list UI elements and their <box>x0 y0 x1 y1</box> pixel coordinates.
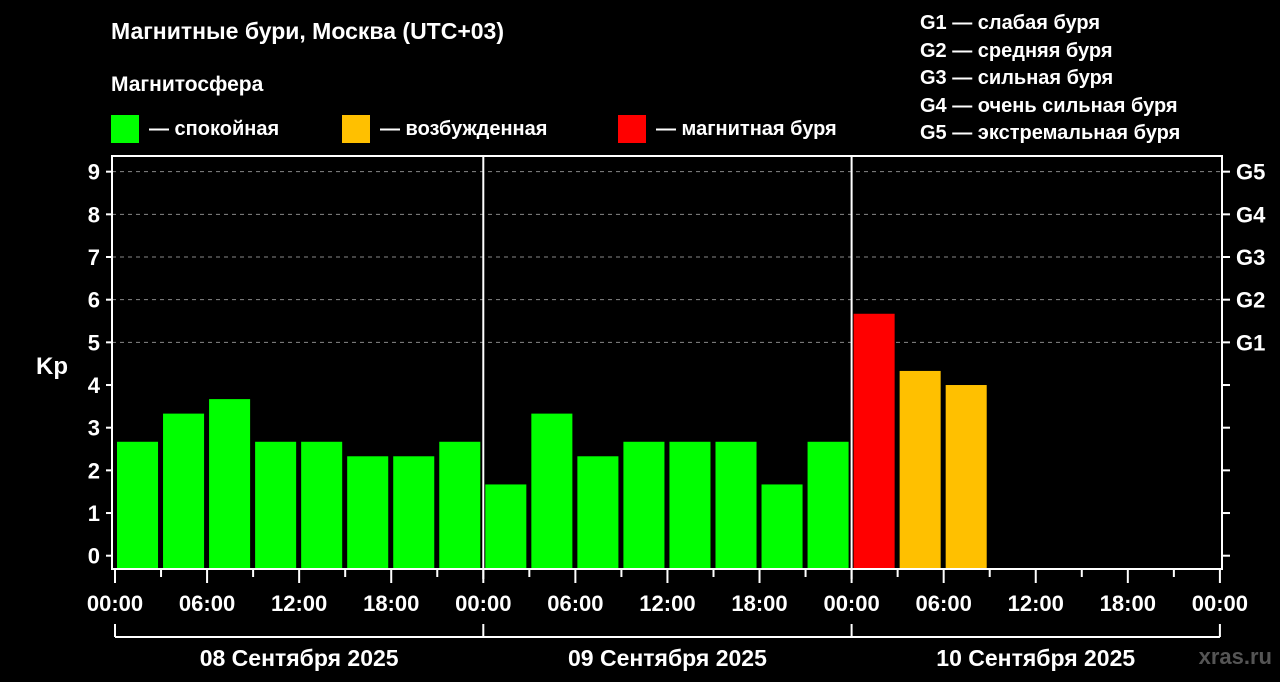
kp-bar <box>439 441 481 569</box>
x-tick-label: 12:00 <box>639 591 695 616</box>
kp-bar <box>945 385 987 569</box>
day-label: 10 Сентября 2025 <box>936 645 1135 671</box>
y-tick-label: 9 <box>88 160 100 185</box>
x-tick-label: 00:00 <box>455 591 511 616</box>
chart-title: Магнитные бури, Москва (UTC+03) <box>111 18 505 44</box>
x-tick-label: 06:00 <box>179 591 235 616</box>
x-tick-label: 18:00 <box>363 591 419 616</box>
y-tick-label: 2 <box>88 458 100 483</box>
kp-bar <box>301 441 343 569</box>
y-tick-label: 4 <box>88 373 101 398</box>
g-scale-item: G2 — средняя буря <box>920 39 1113 62</box>
y-tick-label: 3 <box>88 416 100 441</box>
kp-bar <box>853 313 895 569</box>
legend-label: — спокойная <box>149 117 280 140</box>
legend-title: Магнитосфера <box>111 73 264 96</box>
y-tick-label: 1 <box>88 501 100 526</box>
kp-bar <box>209 399 251 569</box>
g-level-label: G4 <box>1236 202 1266 227</box>
x-tick-label: 06:00 <box>916 591 972 616</box>
kp-bar <box>623 441 665 569</box>
y-tick-label: 6 <box>88 288 100 313</box>
g-scale-item: G3 — сильная буря <box>920 67 1114 89</box>
kp-bar <box>485 484 527 569</box>
kp-bar <box>347 456 389 569</box>
y-axis-label: Kp <box>36 353 68 380</box>
kp-bar <box>117 441 159 569</box>
legend-item-calm: — спокойная <box>111 115 279 143</box>
legend-label: — магнитная буря <box>656 117 837 140</box>
kp-bar <box>899 370 941 569</box>
g-scale-item: G1 — слабая буря <box>920 12 1101 34</box>
kp-bar <box>577 456 619 569</box>
legend-swatch <box>618 115 646 143</box>
kp-bar <box>669 441 711 569</box>
g-scale-item: G4 — очень сильная буря <box>920 94 1178 117</box>
g-level-label: G5 <box>1236 160 1265 185</box>
day-label: 09 Сентября 2025 <box>568 645 767 671</box>
g-scale-legend: G1 — слабая буря G2 — средняя буря G3 — … <box>920 10 1180 148</box>
x-tick-label: 12:00 <box>271 591 327 616</box>
x-tick-label: 00:00 <box>1192 591 1248 616</box>
kp-bar <box>393 456 435 569</box>
kp-bar <box>531 413 573 569</box>
g-level-label: G1 <box>1236 330 1265 355</box>
kp-bar <box>163 413 205 569</box>
x-tick-label: 18:00 <box>731 591 787 616</box>
legend-item-storm: — магнитная буря <box>618 115 837 143</box>
y-tick-label: 0 <box>88 544 100 569</box>
legend-swatch <box>342 115 370 143</box>
legend-label: — возбужденная <box>380 117 548 140</box>
x-tick-label: 18:00 <box>1100 591 1156 616</box>
source-watermark: xras.ru <box>1198 644 1272 669</box>
kp-bar <box>807 441 849 569</box>
x-tick-label: 00:00 <box>87 591 143 616</box>
x-tick-label: 12:00 <box>1008 591 1064 616</box>
g-scale-item: G5 — экстремальная буря <box>920 122 1181 144</box>
y-tick-label: 5 <box>88 330 100 355</box>
x-tick-label: 00:00 <box>823 591 879 616</box>
x-tick-label: 06:00 <box>547 591 603 616</box>
g-level-label: G3 <box>1236 245 1265 270</box>
kp-bar <box>715 441 757 569</box>
kp-bar <box>255 441 297 569</box>
kp-bar <box>761 484 803 569</box>
legend-item-active: — возбужденная <box>342 115 547 143</box>
y-tick-label: 8 <box>88 202 100 227</box>
g-level-label: G2 <box>1236 288 1265 313</box>
legend-swatch <box>111 115 139 143</box>
day-label: 08 Сентября 2025 <box>200 645 399 671</box>
y-tick-label: 7 <box>88 245 100 270</box>
